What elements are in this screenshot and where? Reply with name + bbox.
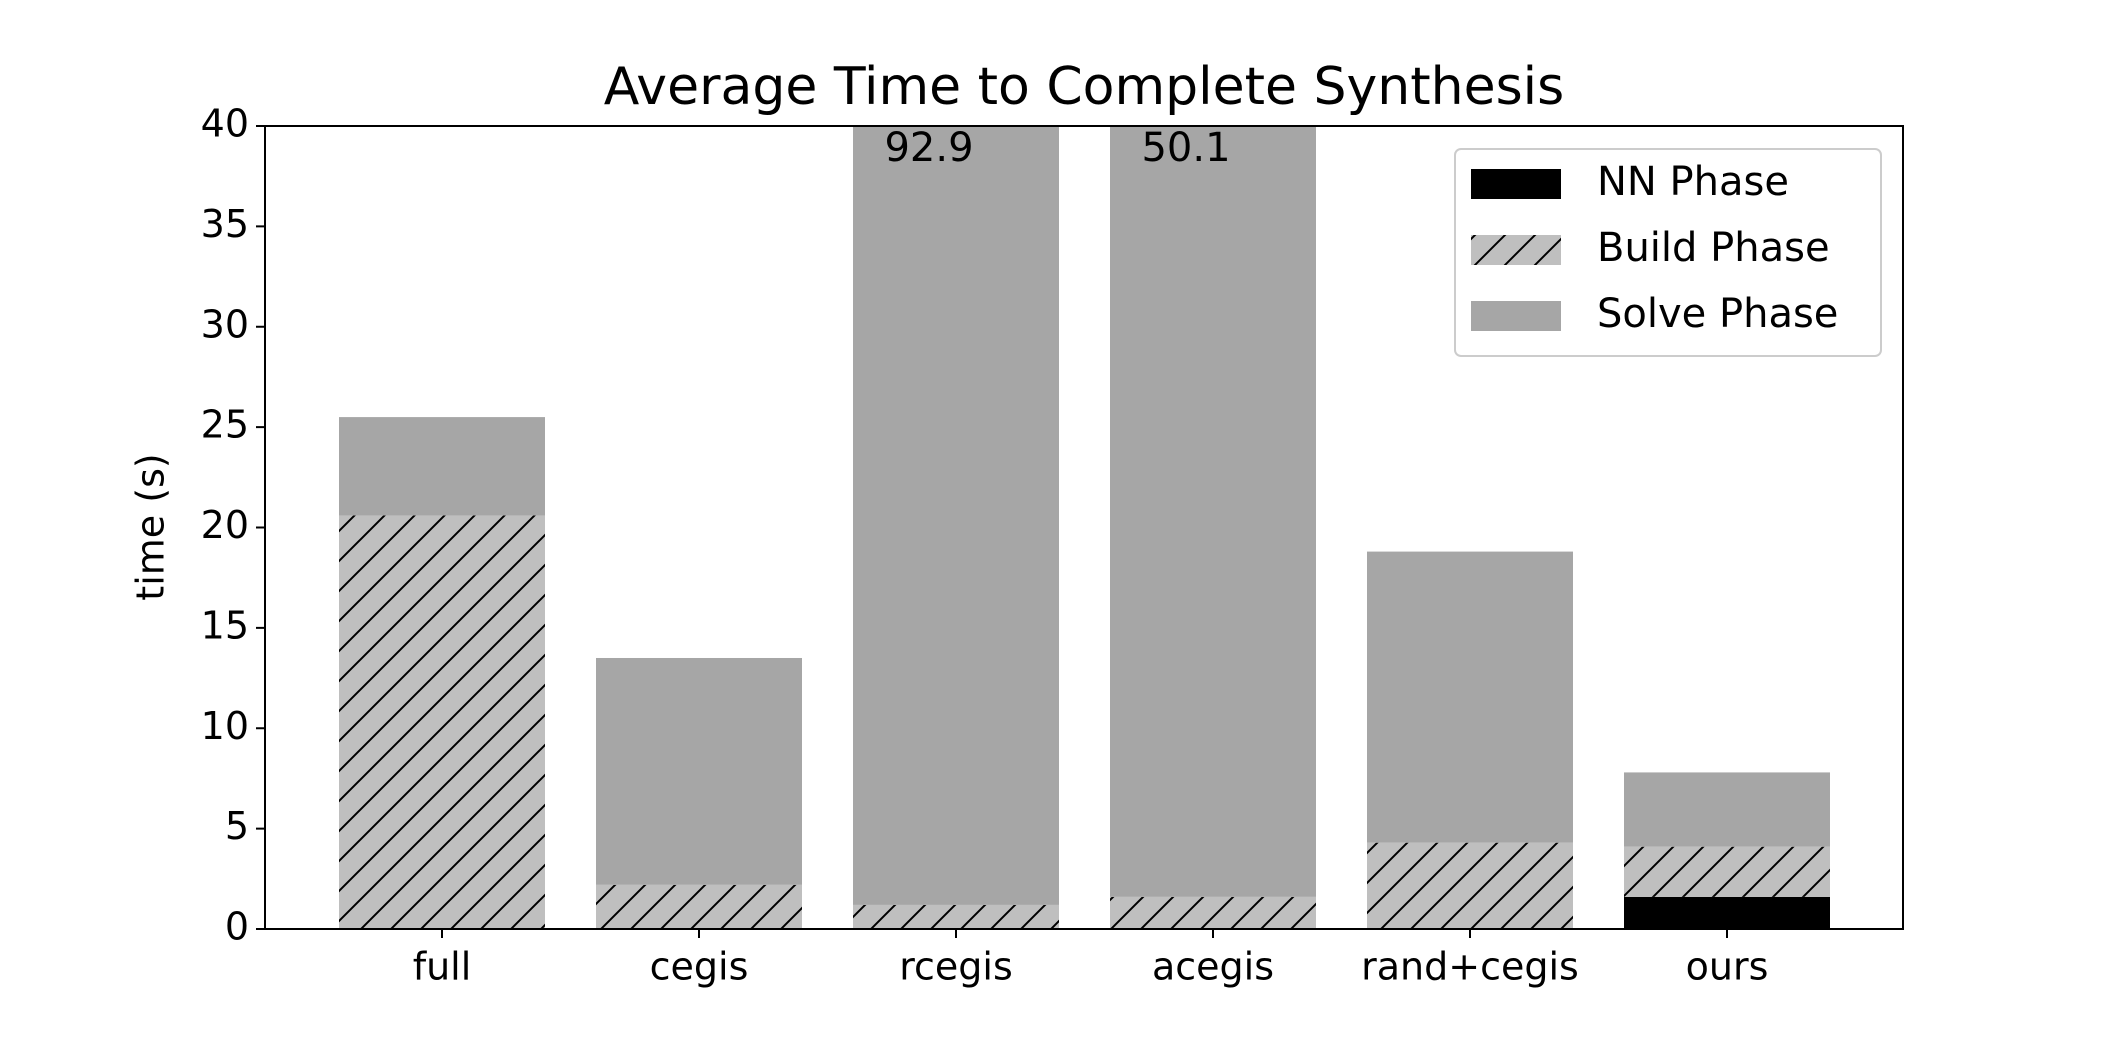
bar-segment	[1367, 551, 1573, 843]
x-tick-label: acegis	[1152, 945, 1274, 989]
bar-segment	[853, 904, 1059, 929]
data-label: 92.9	[884, 125, 973, 171]
bar-segment	[853, 126, 1059, 905]
x-tick-label: rand+cegis	[1361, 945, 1579, 989]
legend-label: NN Phase	[1597, 159, 1789, 205]
bar-segment	[1624, 846, 1830, 897]
y-tick-label: 40	[201, 102, 249, 146]
bar-segment	[1624, 896, 1830, 929]
bar-segment	[1624, 772, 1830, 847]
y-axis-label: time (s)	[129, 453, 173, 600]
bar-segment	[339, 417, 545, 516]
y-tick-label: 15	[201, 603, 249, 647]
legend-swatch	[1471, 301, 1561, 331]
bar-segment	[596, 657, 802, 885]
x-tick-label: full	[413, 945, 472, 989]
bar-segment	[1110, 126, 1316, 897]
y-tick-label: 10	[201, 704, 249, 748]
legend-label: Solve Phase	[1597, 291, 1838, 337]
data-label: 50.1	[1141, 125, 1230, 171]
y-tick-label: 5	[225, 804, 249, 848]
x-tick-label: cegis	[650, 945, 749, 989]
legend-label: Build Phase	[1597, 225, 1830, 271]
bar-segment	[1367, 842, 1573, 929]
chart-title: Average Time to Complete Synthesis	[604, 57, 1564, 117]
x-tick-label: rcegis	[899, 945, 1013, 989]
y-tick-label: 20	[201, 503, 249, 547]
bar-segment	[1110, 896, 1316, 929]
x-tick-label: ours	[1686, 945, 1769, 989]
y-tick-label: 35	[201, 202, 249, 246]
bars	[339, 126, 1830, 929]
legend-swatch	[1471, 235, 1561, 265]
legend-box	[1454, 148, 1882, 357]
bar-segment	[596, 884, 802, 929]
y-tick-label: 25	[201, 403, 249, 447]
y-tick-label: 0	[225, 905, 249, 949]
legend-swatch	[1471, 169, 1561, 199]
y-tick-label: 30	[201, 302, 249, 346]
bar-segment	[339, 515, 545, 929]
